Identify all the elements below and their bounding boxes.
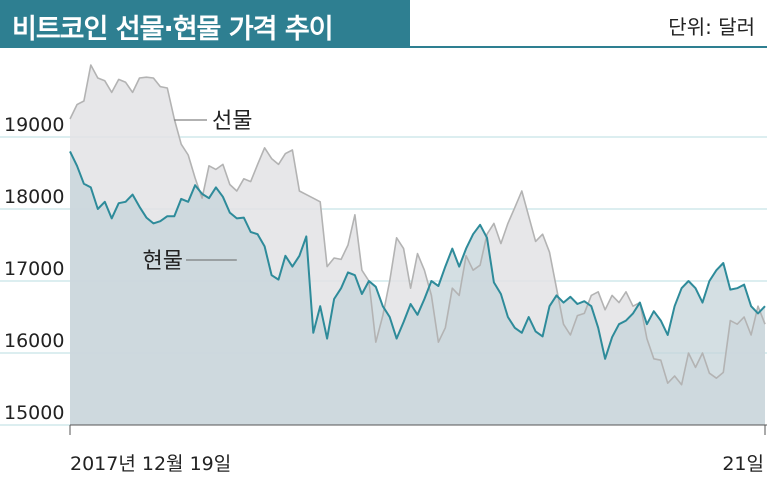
futures-line [69, 64, 766, 386]
title-bar: 비트코인 선물·현물 가격 추이 [0, 0, 410, 46]
unit-label: 단위: 달러 [668, 15, 755, 39]
futures-label: 선물 [212, 109, 252, 134]
chart-title: 비트코인 선물·현물 가격 추이 [12, 14, 334, 45]
y-tick-label: 15000 [4, 402, 64, 424]
x-start-label: 2017년 12월 19일 [70, 453, 231, 475]
spot-label: 현물 [143, 249, 183, 274]
y-tick-label: 19000 [4, 114, 64, 136]
series-lines [69, 64, 766, 386]
y-tick-label: 16000 [4, 330, 64, 352]
y-tick-label: 17000 [4, 258, 64, 280]
y-tick-label: 18000 [4, 186, 64, 208]
x-end-label: 21일 [722, 453, 764, 475]
spot-line [69, 150, 766, 360]
axis: 15000 16000 17000 18000 19000 2017년 12월 19일 21… [4, 114, 767, 475]
header-rule [0, 46, 767, 48]
